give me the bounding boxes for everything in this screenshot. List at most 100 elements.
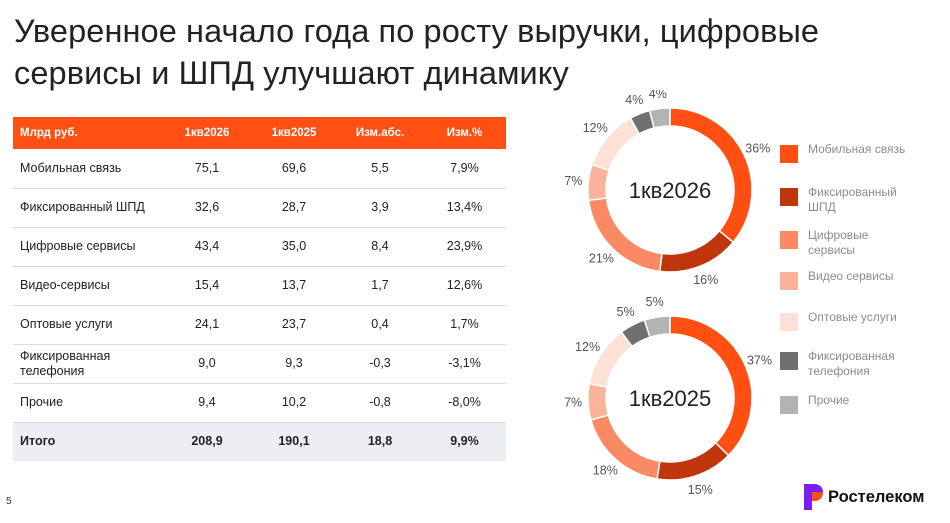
table-row: Мобильная связь 75,1 69,6 5,5 7,9%	[13, 149, 506, 189]
donut-slice	[658, 229, 735, 273]
row-label: Фиксированный ШПД	[13, 188, 163, 228]
page-title: Уверенное начало года по росту выручки, …	[14, 13, 820, 91]
legend-label: Мобильная связь	[808, 142, 906, 156]
value-abs-change: -0,8	[337, 383, 423, 423]
value-q2026: 15,4	[163, 266, 251, 306]
legend-item: Видео сервисы	[780, 269, 918, 290]
value-pct-change: 9,9%	[423, 422, 506, 461]
slice-label: 5%	[646, 295, 664, 309]
company-logo: Ростелеком	[800, 482, 924, 512]
value-q2026: 43,4	[163, 227, 251, 267]
value-q2025: 9,3	[251, 344, 337, 384]
row-label: Фиксированная телефония	[13, 344, 163, 384]
donut-slice	[669, 107, 753, 244]
legend-item: Мобильная связь	[780, 142, 918, 163]
row-label: Прочие	[13, 383, 163, 423]
slice-label: 12%	[575, 340, 600, 354]
header-q2025: 1кв2025	[251, 117, 337, 149]
table-row: Цифровые сервисы 43,4 35,0 8,4 23,9%	[13, 227, 506, 267]
value-abs-change: 1,7	[337, 266, 423, 306]
donut-slice	[656, 441, 730, 481]
legend-label: Цифровые сервисы	[808, 228, 869, 257]
slice-label: 21%	[589, 252, 614, 266]
row-label: Итого	[13, 422, 163, 461]
table-header-row: Млрд руб. 1кв2026 1кв2025 Изм.абс. Изм.%	[13, 117, 506, 149]
legend-swatch	[780, 272, 798, 290]
value-pct-change: 7,9%	[423, 149, 506, 189]
value-q2026: 9,0	[163, 344, 251, 384]
value-abs-change: 8,4	[337, 227, 423, 267]
legend-item: Фиксированный ШПД	[780, 185, 918, 215]
value-pct-change: 12,6%	[423, 266, 506, 306]
value-q2025: 35,0	[251, 227, 337, 267]
donut-slice	[587, 382, 610, 421]
legend-swatch	[780, 352, 798, 370]
legend-label: Фиксированный ШПД	[808, 185, 897, 214]
legend-label: Фиксированная телефония	[808, 349, 895, 378]
table-row: Прочие 9,4 10,2 -0,8 -8,0%	[13, 383, 506, 423]
header-abs-change: Изм.абс.	[337, 117, 423, 149]
value-q2026: 32,6	[163, 188, 251, 228]
legend-label: Видео сервисы	[808, 269, 894, 283]
value-abs-change: -0,3	[337, 344, 423, 384]
value-pct-change: -8,0%	[423, 383, 506, 423]
rostelecom-logo-icon	[804, 484, 823, 510]
header-q2026: 1кв2026	[163, 117, 251, 149]
slice-label: 18%	[593, 463, 618, 477]
row-label: Цифровые сервисы	[13, 227, 163, 267]
header-unit: Млрд руб.	[13, 117, 163, 149]
legend-label: Прочие	[808, 393, 850, 407]
legend-swatch	[780, 145, 798, 163]
revenue-structure-donuts: 36% 16% 21% 7% 12% 4% 4% 1кв2026 37% 15% 18% 7% 12% 5…	[564, 90, 772, 497]
value-q2025: 13,7	[251, 266, 337, 306]
row-label: Видео-сервисы	[13, 266, 163, 306]
donut-slice	[643, 315, 671, 339]
value-abs-change: 18,8	[337, 422, 423, 461]
slice-label: 36%	[745, 142, 770, 156]
legend-item: Цифровые сервисы	[780, 228, 918, 258]
table-row: Оптовые услуги 24,1 23,7 0,4 1,7%	[13, 305, 506, 345]
legend-swatch	[780, 188, 798, 206]
slice-label: 4%	[625, 93, 643, 107]
legend-item: Фиксированная телефония	[780, 349, 918, 379]
row-label: Оптовые услуги	[13, 305, 163, 345]
value-q2025: 28,7	[251, 188, 337, 228]
donut-slice	[587, 163, 611, 202]
value-q2025: 69,6	[251, 149, 337, 189]
table-row: Фиксированный ШПД 32,6 28,7 3,9 13,4%	[13, 188, 506, 228]
value-q2026: 24,1	[163, 305, 251, 345]
value-q2026: 208,9	[163, 422, 251, 461]
value-pct-change: 23,9%	[423, 227, 506, 267]
logo-text: Ростелеком	[828, 487, 925, 506]
value-pct-change: -3,1%	[423, 344, 506, 384]
value-abs-change: 3,9	[337, 188, 423, 228]
table-row: Видео-сервисы 15,4 13,7 1,7 12,6%	[13, 266, 506, 306]
legend-item: Оптовые услуги	[780, 310, 918, 331]
legend-item: Прочие	[780, 393, 918, 414]
slice-label: 16%	[693, 273, 718, 287]
slice-label: 4%	[649, 90, 667, 101]
value-q2026: 75,1	[163, 149, 251, 189]
page-number: 5	[6, 496, 12, 507]
donut-slice	[648, 107, 671, 129]
slice-label: 12%	[583, 121, 608, 135]
legend-swatch	[780, 313, 798, 331]
slice-label: 5%	[617, 305, 635, 319]
value-q2025: 190,1	[251, 422, 337, 461]
legend-swatch	[780, 396, 798, 414]
slice-label: 7%	[564, 174, 582, 188]
legend-swatch	[780, 231, 798, 249]
slice-label: 37%	[747, 354, 772, 368]
value-q2025: 23,7	[251, 305, 337, 345]
revenue-table: Млрд руб. 1кв2026 1кв2025 Изм.абс. Изм.%…	[13, 117, 506, 461]
value-abs-change: 5,5	[337, 149, 423, 189]
donut-center-label: 1кв2025	[629, 386, 712, 411]
legend-label: Оптовые услуги	[808, 310, 897, 324]
value-q2025: 10,2	[251, 383, 337, 423]
table-total-row: Итого 208,9 190,1 18,8 9,9%	[13, 422, 506, 461]
row-label: Мобильная связь	[13, 149, 163, 189]
slice-label: 7%	[564, 396, 582, 410]
table-row: Фиксированная телефония 9,0 9,3 -0,3 -3,1%	[13, 344, 506, 384]
header-pct-change: Изм.%	[423, 117, 506, 149]
value-abs-change: 0,4	[337, 305, 423, 345]
